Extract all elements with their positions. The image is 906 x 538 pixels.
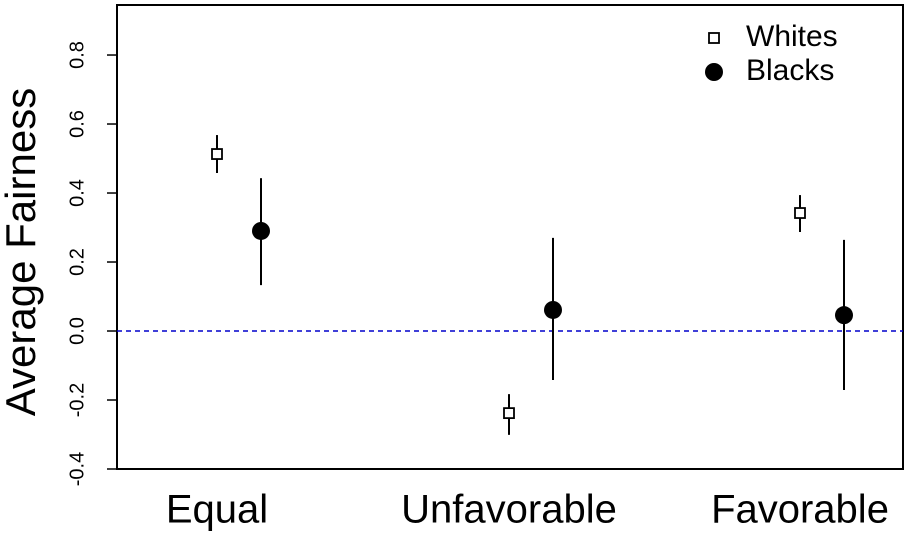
legend-label: Whites — [746, 20, 838, 53]
point — [544, 300, 562, 319]
y-axis-label: Average Fairness — [0, 88, 44, 416]
y-tick-label: -0.2 — [66, 383, 88, 417]
y-tick-label: 0.6 — [66, 110, 88, 138]
point — [211, 148, 223, 160]
y-tick-label: 0.8 — [66, 41, 88, 69]
legend-marker — [705, 63, 723, 81]
y-tick-label: 0.2 — [66, 248, 88, 276]
y-tick-label: 0.0 — [66, 317, 88, 345]
legend-label: Blacks — [746, 54, 834, 87]
point — [252, 221, 270, 240]
point — [794, 207, 806, 219]
x-tick-label: Equal — [166, 488, 268, 532]
x-tick-label: Unfavorable — [401, 488, 617, 532]
legend-marker — [708, 32, 720, 44]
y-tick-label: -0.4 — [66, 452, 88, 486]
x-tick-label: Favorable — [711, 488, 889, 532]
point — [503, 407, 515, 420]
point — [835, 306, 853, 325]
y-tick-label: 0.4 — [66, 179, 88, 207]
